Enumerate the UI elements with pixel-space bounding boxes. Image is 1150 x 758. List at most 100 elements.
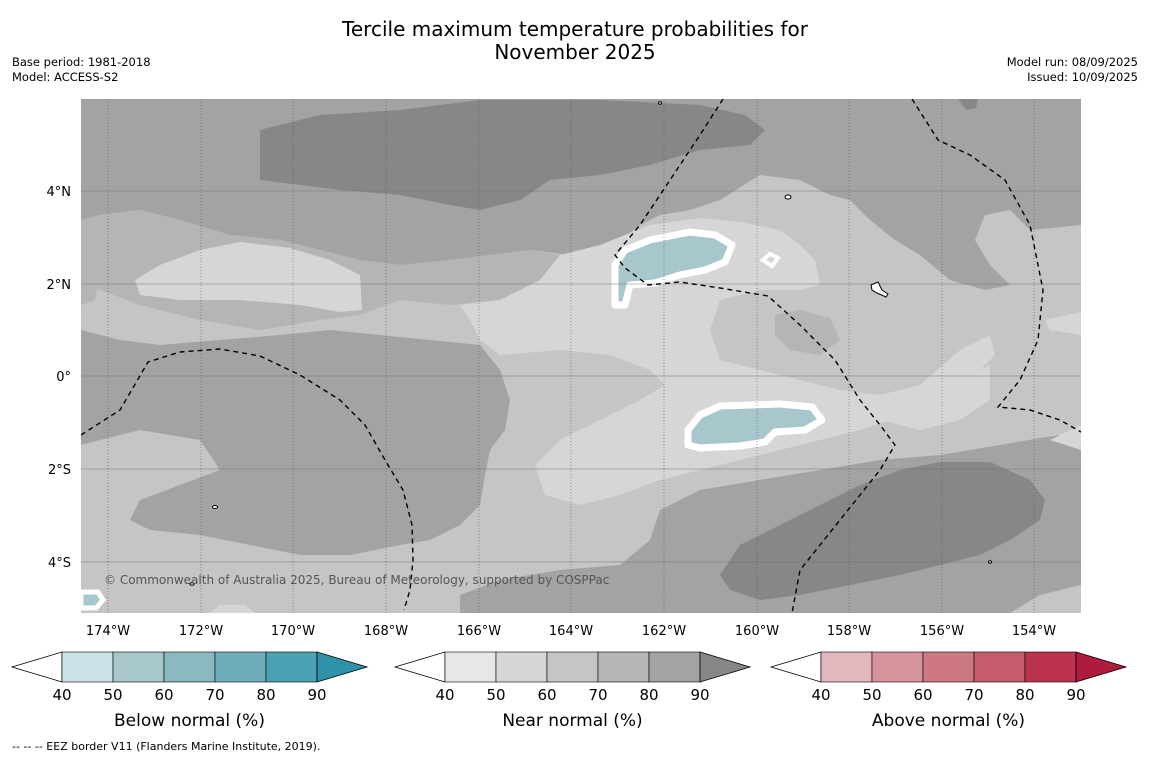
lat-axis-labels: 4°N 2°N 0° 2°S 4°S xyxy=(47,185,72,571)
colorbar-legend: 40 50 60 70 80 90 Below normal (%) xyxy=(10,651,369,731)
island xyxy=(988,560,992,564)
colorbar-swatch xyxy=(973,651,1026,683)
near-50-east-strip xyxy=(1045,312,1081,335)
near-90-small-patch xyxy=(958,99,978,110)
near-50-equator-patch xyxy=(880,365,990,430)
colorbar-over-triangle xyxy=(1075,651,1128,683)
island xyxy=(658,101,662,105)
colorbar-tick-label: 50 xyxy=(103,686,122,704)
colorbar-tick-label: 70 xyxy=(964,686,983,704)
lat-label: 2°N xyxy=(47,278,72,293)
colorbar-swatch xyxy=(820,651,873,683)
eez-border xyxy=(614,99,896,613)
colorbar-tick-label: 80 xyxy=(1015,686,1034,704)
colorbar-swatch xyxy=(214,651,267,683)
meta-right: Model run: 08/09/2025 Issued: 10/09/2025 xyxy=(1007,55,1138,85)
colorbar-tick-label: 70 xyxy=(205,686,224,704)
lon-label: 164°W xyxy=(549,624,593,639)
near-70-west-edge xyxy=(81,235,100,305)
copyright-notice: © Commonwealth of Australia 2025, Bureau… xyxy=(104,573,609,587)
base-period: Base period: 1981-2018 xyxy=(12,55,151,69)
colorbar-swatch xyxy=(597,651,650,683)
colorbar-tick-label: 90 xyxy=(307,686,326,704)
near-60-southwest-corner xyxy=(81,555,460,613)
meta-left: Base period: 1981-2018 Model: ACCESS-S2 xyxy=(12,55,151,85)
near-60-southeast-corner xyxy=(1010,585,1081,613)
eez-footer-note: -- -- -- EEZ border V11 (Flanders Marine… xyxy=(12,740,321,753)
near-50-east-wedge xyxy=(1050,425,1081,450)
lon-label: 172°W xyxy=(179,624,223,639)
colorbar-legend: 40 50 60 70 80 90 Above normal (%) xyxy=(769,651,1128,731)
colorbar-title: Below normal (%) xyxy=(114,711,265,731)
lat-label: 4°S xyxy=(48,556,71,571)
colorbar-tick-label: 40 xyxy=(811,686,830,704)
near-50-west-blob xyxy=(135,242,362,312)
colorbar-tick-label: 40 xyxy=(52,686,71,704)
island xyxy=(212,505,218,509)
colorbar-tick-label: 80 xyxy=(639,686,658,704)
near-90-north-band xyxy=(260,100,765,210)
lat-label: 0° xyxy=(56,370,71,385)
map-figure: © Commonwealth of Australia 2025, Bureau… xyxy=(10,99,1128,731)
near-90-south-band xyxy=(720,462,1045,600)
lon-label: 160°W xyxy=(735,624,779,639)
colorbar-swatch xyxy=(1024,651,1077,683)
lon-label: 162°W xyxy=(642,624,686,639)
title-line-2: November 2025 xyxy=(494,40,656,64)
white-patch-small xyxy=(759,251,782,269)
eez-borders xyxy=(81,99,1081,613)
colorbar-swatch xyxy=(648,651,701,683)
island xyxy=(784,194,792,200)
near-80-southwest-region xyxy=(81,330,510,555)
colorbar-tick-label: 80 xyxy=(256,686,275,704)
below-normal-patch-south xyxy=(684,400,826,452)
colorbar-tick-label: 60 xyxy=(913,686,932,704)
lon-label: 174°W xyxy=(86,624,130,639)
model-run: Model run: 08/09/2025 xyxy=(1006,55,1138,69)
colorbar-tick-label: 60 xyxy=(537,686,556,704)
colorbar-tick-label: 70 xyxy=(588,686,607,704)
lon-label: 168°W xyxy=(364,624,408,639)
below-normal-patch-north xyxy=(611,228,736,309)
colorbar-under-triangle xyxy=(769,651,822,683)
white-patch-southwest xyxy=(81,589,107,611)
colorbar-swatch xyxy=(112,651,165,683)
lat-label: 4°N xyxy=(47,185,72,200)
colorbar-legend: 40 50 60 70 80 90 Near normal (%) xyxy=(393,651,752,731)
colorbar-tick-label: 50 xyxy=(862,686,881,704)
map-title: Tercile maximum temperature probabilitie… xyxy=(0,18,1150,64)
colorbar-tick-label: 40 xyxy=(435,686,454,704)
colorbar-title: Above normal (%) xyxy=(872,711,1025,731)
lon-label: 166°W xyxy=(457,624,501,639)
lon-label: 170°W xyxy=(271,624,315,639)
lon-label: 154°W xyxy=(1012,624,1056,639)
colorbar-tick-label: 50 xyxy=(486,686,505,704)
model-name: Model: ACCESS-S2 xyxy=(12,70,119,84)
colorbar-swatch xyxy=(495,651,548,683)
near-50-south-patch xyxy=(210,605,255,613)
eez-border xyxy=(81,348,414,611)
colorbar-title: Near normal (%) xyxy=(502,711,642,731)
colorbar-under-triangle xyxy=(10,651,63,683)
colorbar-swatch xyxy=(265,651,318,683)
colorbar-swatch xyxy=(444,651,497,683)
colorbar-swatch xyxy=(922,651,975,683)
colorbar-over-triangle xyxy=(316,651,369,683)
lon-label: 158°W xyxy=(827,624,871,639)
lat-label: 2°S xyxy=(48,463,71,478)
map-plot-area xyxy=(81,99,1081,613)
colorbar-swatch xyxy=(61,651,114,683)
islands xyxy=(189,101,992,586)
lon-label: 156°W xyxy=(920,624,964,639)
lon-axis-labels: 174°W 172°W 170°W 168°W 166°W 164°W 162°… xyxy=(86,624,1056,639)
colorbar-tick-label: 90 xyxy=(690,686,709,704)
title-line-1: Tercile maximum temperature probabilitie… xyxy=(342,17,808,41)
map-gridlines xyxy=(81,99,1081,613)
colorbar-swatch xyxy=(163,651,216,683)
colorbar-swatch xyxy=(871,651,924,683)
colorbar-swatch xyxy=(546,651,599,683)
near-50-central-region xyxy=(460,218,995,505)
colorbar-over-triangle xyxy=(699,651,752,683)
colorbar-tick-label: 60 xyxy=(154,686,173,704)
island xyxy=(189,582,195,586)
